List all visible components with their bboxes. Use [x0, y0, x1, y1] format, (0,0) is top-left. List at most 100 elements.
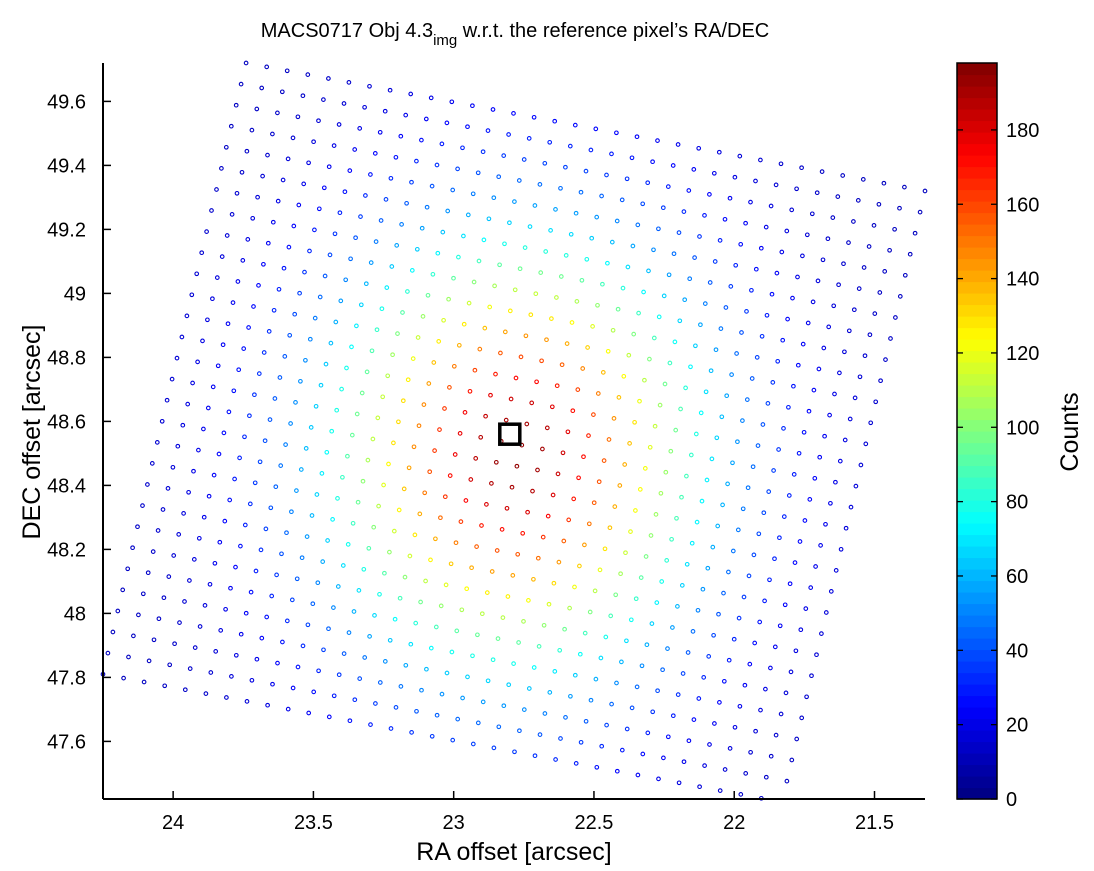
scatter-point	[164, 397, 170, 403]
scatter-point	[581, 454, 586, 460]
scatter-point	[463, 498, 469, 503]
scatter-point	[336, 672, 342, 678]
colorbar-segment	[957, 212, 997, 225]
scatter-point	[162, 683, 168, 689]
scatter-point	[651, 247, 656, 253]
scatter-point	[626, 352, 632, 358]
scatter-point	[191, 468, 196, 474]
scatter-point	[794, 736, 800, 742]
scatter-point	[265, 702, 270, 708]
scatter-point	[508, 396, 514, 402]
scatter-point	[244, 148, 250, 154]
scatter-point	[214, 187, 219, 192]
scatter-point	[387, 637, 393, 643]
scatter-point	[270, 681, 275, 687]
scatter-point	[563, 715, 568, 720]
scatter-point	[866, 244, 872, 249]
scatter-point	[576, 475, 581, 481]
scatter-point	[710, 544, 716, 550]
scatter-point	[493, 371, 498, 377]
scatter-point	[518, 354, 524, 360]
scatter-point	[317, 294, 323, 300]
scatter-point	[368, 260, 374, 265]
scatter-point	[550, 492, 556, 498]
svg-text:MACS0717 Obj 4.3img w.r.t. the: MACS0717 Obj 4.3img w.r.t. the reference…	[261, 20, 769, 49]
scatter-point	[447, 473, 453, 478]
scatter-point	[529, 400, 535, 406]
scatter-point	[759, 333, 765, 339]
scatter-point	[409, 730, 414, 735]
scatter-point	[275, 110, 280, 116]
scatter-point	[660, 205, 666, 211]
scatter-point	[282, 354, 288, 359]
scatter-point	[873, 399, 879, 405]
scatter-point	[261, 261, 266, 267]
scatter-point	[690, 629, 696, 634]
scatter-point	[791, 472, 797, 477]
scatter-point	[730, 460, 735, 466]
colorbar-segment	[957, 327, 997, 340]
scatter-point	[278, 463, 284, 468]
scatter-point	[695, 607, 701, 613]
scatter-point	[393, 154, 399, 160]
scatter-point	[179, 334, 185, 340]
y-tick-label: 49.2	[47, 219, 86, 241]
scatter-point	[621, 373, 627, 379]
scatter-point	[225, 321, 231, 327]
scatter-point	[268, 505, 274, 511]
scatter-point	[216, 451, 222, 457]
colorbar-segment	[957, 224, 997, 237]
scatter-point	[791, 383, 796, 389]
scatter-point	[633, 508, 638, 513]
colorbar-tick-label: 180	[1006, 120, 1039, 142]
scatter-point	[439, 141, 445, 147]
scatter-point	[311, 139, 316, 145]
scatter-point	[694, 519, 700, 525]
scatter-point	[294, 576, 300, 582]
colorbar-segment	[957, 63, 997, 76]
scatter-point	[346, 630, 352, 635]
scatter-point	[374, 327, 380, 333]
scatter-point	[734, 351, 739, 356]
scatter-point	[584, 256, 590, 262]
scatter-point	[789, 207, 795, 213]
scatter-point	[862, 353, 868, 359]
scatter-point	[736, 615, 742, 621]
scatter-point	[177, 620, 182, 625]
scatter-point	[284, 68, 290, 74]
scatter-point	[382, 570, 387, 576]
scatter-point	[427, 469, 433, 475]
scatter-point	[306, 160, 311, 166]
scatter-point	[544, 425, 550, 431]
scatter-point	[667, 360, 673, 366]
scatter-point	[573, 210, 579, 216]
scatter-point	[467, 388, 473, 394]
scatter-point	[229, 212, 235, 217]
scatter-point	[525, 509, 530, 515]
scatter-point	[319, 471, 325, 476]
scatter-point	[721, 590, 726, 596]
scatter-point	[632, 419, 637, 425]
colorbar-segment	[957, 557, 997, 570]
scatter-point	[409, 179, 414, 185]
scatter-point	[401, 486, 407, 492]
scatter-point	[762, 598, 767, 604]
scatter-point	[379, 306, 385, 312]
scatter-point	[502, 241, 507, 247]
colorbar-segment	[957, 97, 997, 110]
scatter-point	[551, 580, 557, 586]
scatter-point	[392, 616, 398, 622]
scatter-point	[661, 293, 667, 299]
scatter-point	[275, 198, 281, 204]
scatter-point	[530, 488, 535, 494]
scatter-point	[349, 432, 355, 438]
scatter-point	[614, 130, 619, 136]
scatter-point	[677, 318, 683, 324]
scatter-point	[716, 149, 722, 155]
scatter-point	[205, 317, 210, 323]
scatter-point	[321, 185, 327, 191]
scatter-point	[322, 273, 328, 279]
scatter-point	[367, 83, 372, 89]
scatter-point	[681, 209, 687, 214]
scatter-point	[738, 792, 744, 797]
